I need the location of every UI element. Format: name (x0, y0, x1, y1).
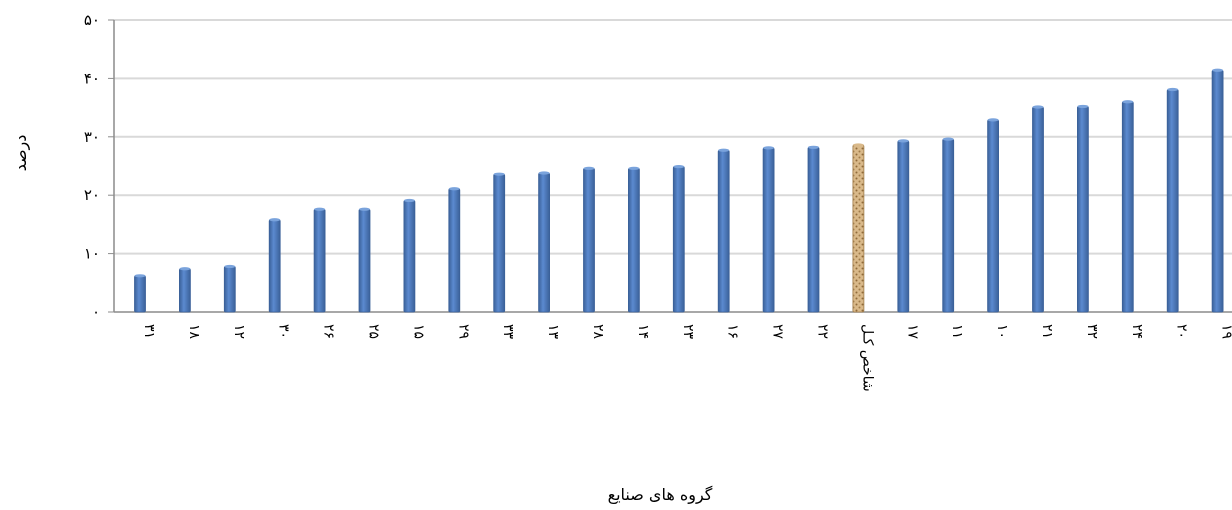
x-category-label: ۲۲ (815, 324, 831, 339)
bar (987, 119, 999, 313)
x-category-label: ۳۱ (141, 324, 157, 339)
bar-cap (808, 145, 819, 149)
bar-cap (448, 187, 460, 191)
x-category-label: ۲۹ (455, 324, 471, 339)
x-category-label: ۱۵ (410, 324, 426, 339)
y-tick-label: ۵۰ (84, 11, 100, 29)
bar (358, 208, 371, 313)
x-category-label: ۱۶ (725, 324, 741, 339)
x-category-label: ۱۸ (186, 324, 202, 340)
bar-cap (1032, 105, 1044, 109)
x-axis-title: گروه های صنایع (608, 485, 713, 505)
x-category-labels: ۳۱ ۱۸ ۱۲ ۳۰ ۲۶ ۲۵ ۱۵ ۲۹ ۳۳ ۱۳ ۲۸ ۱۴ ۲۳ ۱۶ ۲۷ ۲۲ شاخص کـل… (141, 324, 1232, 392)
bar-cap (942, 137, 954, 141)
x-category-label: ۲۶ (321, 324, 337, 339)
bar-cap (763, 146, 775, 150)
x-category-label: ۱۰ (994, 324, 1010, 339)
bar (134, 275, 146, 313)
y-tick-label: ۲۰ (84, 186, 100, 204)
bar (1032, 106, 1044, 313)
x-category-label: ۳۳ (500, 324, 516, 340)
bars (134, 68, 1224, 313)
x-category-label: ۲۳ (680, 324, 696, 340)
x-category-label: شاخص کـل (859, 324, 875, 392)
bar (942, 138, 955, 313)
y-tick-label: ۳۰ (84, 128, 100, 146)
x-category-label: ۳۰ (276, 324, 292, 339)
x-category-label: ۱۹ (1219, 324, 1232, 339)
bar (628, 167, 640, 313)
bar (1121, 101, 1134, 313)
bar-cap (583, 166, 595, 170)
bar-cap (1167, 87, 1179, 92)
bar (762, 147, 775, 313)
y-tick-label: ۱۰ (84, 245, 100, 263)
bar (672, 166, 685, 313)
bar (313, 208, 326, 313)
y-tick-labels: ۰ ۱۰ ۲۰ ۳۰ ۴۰ ۵۰ (84, 11, 100, 321)
bar (897, 140, 910, 313)
x-category-label: ۱۳ (545, 324, 561, 340)
bar (223, 266, 236, 313)
bar (1077, 106, 1089, 313)
bar-cap (718, 148, 730, 152)
bar (538, 172, 550, 313)
x-category-label: ۲۵ (366, 324, 382, 339)
bar-cap (1212, 68, 1224, 72)
bar (448, 188, 461, 313)
x-category-label: ۱۲ (231, 324, 247, 339)
bar-cap (1122, 100, 1134, 104)
x-category-label: ۲۰ (1174, 324, 1190, 339)
axes (108, 19, 1232, 313)
bar-cap (314, 207, 326, 211)
bar-cap (224, 264, 236, 269)
bar (403, 200, 416, 313)
bar-highlight (852, 144, 865, 313)
bar (1211, 69, 1224, 313)
bar (178, 268, 191, 313)
bar (583, 167, 595, 313)
bar-cap (269, 218, 281, 222)
bar-cap (179, 267, 191, 271)
bar-cap (673, 164, 685, 169)
bar-cap (359, 207, 370, 211)
bar (493, 173, 506, 313)
x-category-label: ۱۴ (635, 324, 651, 339)
x-category-label: ۲۷ (770, 324, 786, 340)
bar-cap (987, 118, 999, 122)
y-axis-title: درصد (11, 135, 31, 172)
bar-cap (134, 274, 146, 278)
y-tick-label: ۴۰ (84, 69, 100, 87)
bar-cap (852, 143, 864, 147)
bar-cap (493, 172, 505, 176)
x-category-label: ۲۱ (1039, 324, 1055, 339)
bar (807, 146, 820, 313)
x-category-label: ۱۷ (904, 324, 920, 340)
bar-cap (538, 171, 550, 175)
bar-cap (897, 139, 909, 143)
bar (717, 149, 730, 313)
bar-cap (403, 198, 415, 203)
grid-lines (114, 19, 1232, 255)
x-category-label: ۳۲ (1084, 324, 1100, 339)
x-category-label: ۱۱ (949, 324, 965, 339)
y-tick-label: ۰ (92, 303, 100, 321)
bar (268, 219, 281, 313)
bar-cap (1077, 104, 1089, 109)
bar-cap (628, 166, 640, 170)
x-category-label: ۲۸ (590, 324, 606, 340)
bar (1166, 89, 1179, 313)
x-category-label: ۲۴ (1129, 324, 1145, 339)
